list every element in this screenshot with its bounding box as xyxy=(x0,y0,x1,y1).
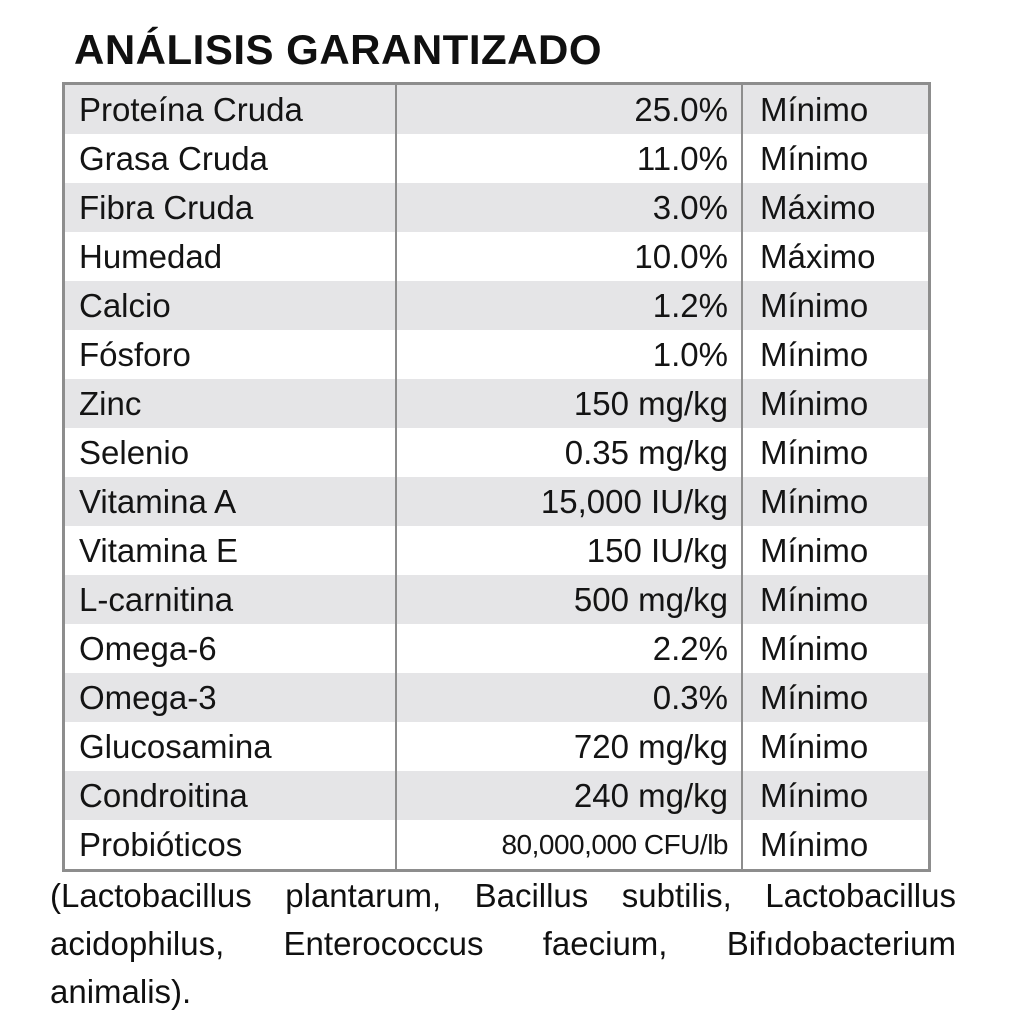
table-row: L-carnitina 500 mg/kg Mínimo xyxy=(65,575,928,624)
value-cell: 15,000 IU/kg xyxy=(395,477,741,526)
table-row: Probióticos 80,000,000 CFU/lb Mínimo xyxy=(65,820,928,869)
qualifier-cell: Mínimo xyxy=(741,428,928,477)
nutrient-cell: Glucosamina xyxy=(79,728,272,765)
table-row: Vitamina E 150 IU/kg Mínimo xyxy=(65,526,928,575)
nutrient-cell: Probióticos xyxy=(79,826,243,863)
table-row: Condroitina 240 mg/kg Mínimo xyxy=(65,771,928,820)
qualifier-cell: Mínimo xyxy=(741,722,928,771)
nutrient-cell: Selenio xyxy=(79,434,190,471)
probiotics-footnote: (Lactobacillus plantarum, Bacillus subti… xyxy=(50,872,956,1016)
footnote-line: acidophilus, Enterococcus faecium, Bifıd… xyxy=(50,925,956,962)
nutrient-cell: Vitamina E xyxy=(79,532,238,569)
nutrient-cell: Fósforo xyxy=(79,336,191,373)
qualifier-cell: Mínimo xyxy=(741,771,928,820)
table-row: Calcio 1.2% Mínimo xyxy=(65,281,928,330)
table-row: Humedad 10.0% Máximo xyxy=(65,232,928,281)
table-row: Zinc 150 mg/kg Mínimo xyxy=(65,379,928,428)
qualifier-cell: Mínimo xyxy=(741,85,928,134)
value-cell: 500 mg/kg xyxy=(395,575,741,624)
nutrient-cell: Condroitina xyxy=(79,777,248,814)
table-row: Vitamina A 15,000 IU/kg Mínimo xyxy=(65,477,928,526)
footnote-line: (Lactobacillus plantarum, Bacillus subti… xyxy=(50,877,956,914)
nutrient-cell: Humedad xyxy=(79,238,223,275)
value-cell: 1.0% xyxy=(395,330,741,379)
value-cell: 240 mg/kg xyxy=(395,771,741,820)
footnote-line: animalis). xyxy=(50,973,192,1010)
qualifier-cell: Mínimo xyxy=(741,379,928,428)
qualifier-cell: Mínimo xyxy=(741,624,928,673)
qualifier-cell: Mínimo xyxy=(741,477,928,526)
qualifier-cell: Mínimo xyxy=(741,134,928,183)
nutrient-cell: Fibra Cruda xyxy=(79,189,254,226)
qualifier-cell: Mínimo xyxy=(741,575,928,624)
qualifier-cell: Mínimo xyxy=(741,330,928,379)
table-row: Grasa Cruda 11.0% Mínimo xyxy=(65,134,928,183)
value-cell: 2.2% xyxy=(395,624,741,673)
table-row: Proteína Cruda 25.0% Mínimo xyxy=(65,85,928,134)
value-cell: 25.0% xyxy=(395,85,741,134)
qualifier-cell: Máximo xyxy=(741,232,928,281)
value-cell: 720 mg/kg xyxy=(395,722,741,771)
nutrient-cell: Omega-6 xyxy=(79,630,217,667)
guaranteed-analysis-table: Proteína Cruda 25.0% Mínimo Grasa Cruda 11.0… xyxy=(62,82,931,872)
nutrient-cell: Calcio xyxy=(79,287,171,324)
value-cell: 1.2% xyxy=(395,281,741,330)
qualifier-cell: Mínimo xyxy=(741,820,928,869)
value-cell: 3.0% xyxy=(395,183,741,232)
nutrient-cell: Zinc xyxy=(79,385,142,422)
table-row: Fósforo 1.0% Mínimo xyxy=(65,330,928,379)
value-cell: 150 mg/kg xyxy=(395,379,741,428)
analysis-table-body: Proteína Cruda 25.0% Mínimo Grasa Cruda 11.0… xyxy=(65,85,928,869)
table-row: Omega-3 0.3% Mínimo xyxy=(65,673,928,722)
page-title: ANÁLISIS GARANTIZADO xyxy=(74,26,602,73)
value-cell: 0.3% xyxy=(395,673,741,722)
table-row: Fibra Cruda 3.0% Máximo xyxy=(65,183,928,232)
value-cell: 11.0% xyxy=(395,134,741,183)
value-cell: 10.0% xyxy=(395,232,741,281)
qualifier-cell: Mínimo xyxy=(741,281,928,330)
table-row: Glucosamina 720 mg/kg Mínimo xyxy=(65,722,928,771)
value-cell: 80,000,000 CFU/lb xyxy=(395,820,741,869)
nutrient-cell: Omega-3 xyxy=(79,679,217,716)
qualifier-cell: Máximo xyxy=(741,183,928,232)
value-cell: 0.35 mg/kg xyxy=(395,428,741,477)
value-cell: 150 IU/kg xyxy=(395,526,741,575)
table-row: Omega-6 2.2% Mínimo xyxy=(65,624,928,673)
qualifier-cell: Mínimo xyxy=(741,526,928,575)
table-row: Selenio 0.35 mg/kg Mínimo xyxy=(65,428,928,477)
nutrient-cell: Grasa Cruda xyxy=(79,140,268,177)
nutrient-cell: Vitamina A xyxy=(79,483,237,520)
nutrient-cell: L-carnitina xyxy=(79,581,234,618)
qualifier-cell: Mínimo xyxy=(741,673,928,722)
nutrient-cell: Proteína Cruda xyxy=(79,91,303,128)
